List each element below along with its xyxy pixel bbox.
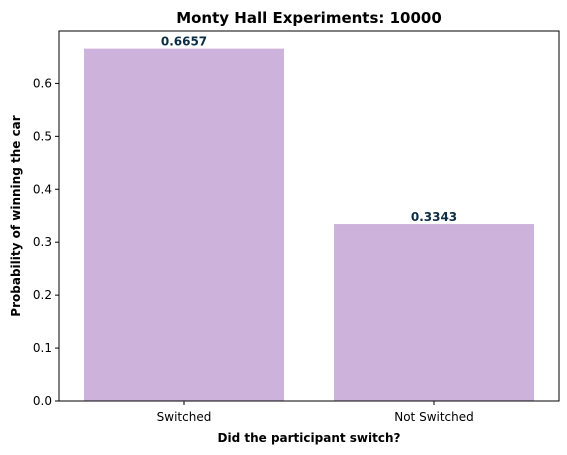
y-tick-label: 0.5 [33, 129, 52, 143]
bar-switched [84, 48, 284, 401]
y-axis: 0.0 0.1 0.2 0.3 0.4 0.5 0.6 [33, 76, 59, 408]
chart-title: Monty Hall Experiments: 10000 [176, 9, 442, 27]
bars-group [84, 48, 534, 401]
x-axis: Switched Not Switched [157, 401, 474, 424]
bar-value-label: 0.6657 [161, 35, 207, 49]
y-axis-label: Probability of winning the car [9, 115, 23, 316]
y-tick-label: 0.2 [33, 288, 52, 302]
x-tick-label: Switched [157, 410, 212, 424]
y-tick-label: 0.0 [33, 394, 52, 408]
y-tick-label: 0.6 [33, 76, 52, 90]
bar-value-label: 0.3343 [411, 210, 457, 224]
y-tick-label: 0.4 [33, 182, 52, 196]
x-axis-label: Did the participant switch? [218, 431, 401, 445]
y-tick-label: 0.3 [33, 235, 52, 249]
plot-area: 0.6657 0.3343 0.0 0.1 0.2 0.3 0.4 0.5 0.6 Switc… [33, 30, 560, 424]
plot-frame [58, 30, 560, 402]
x-tick-label: Not Switched [394, 410, 474, 424]
bar-not-switched [334, 224, 534, 401]
y-tick-label: 0.1 [33, 341, 52, 355]
data-labels-group: 0.6657 0.3343 [161, 35, 457, 224]
